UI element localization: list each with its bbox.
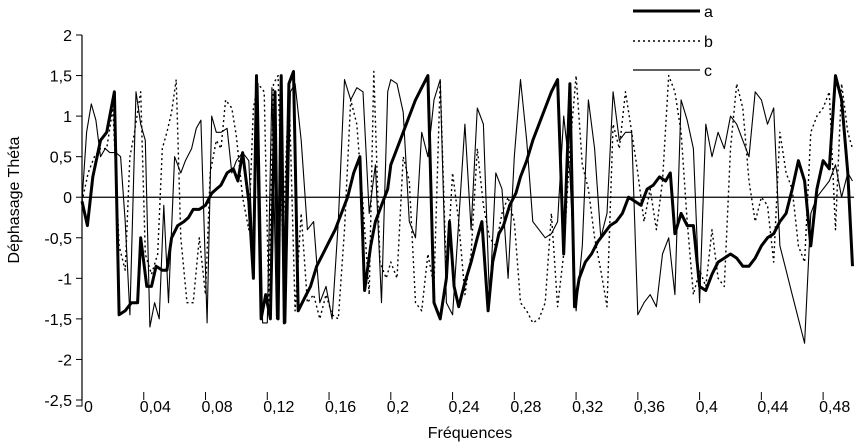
y-tick-label: -1: [58, 271, 72, 288]
x-tick-label: 0,48: [819, 399, 850, 416]
x-tick-label: 0,36: [634, 399, 665, 416]
legend-label-b: b: [704, 34, 713, 51]
legend-label-c: c: [704, 63, 712, 80]
x-tick-label: 0,08: [202, 399, 233, 416]
y-tick-labels: 2 1,5 1 0,5 0 -0,5 -1 -1,5 -2 -2,5: [44, 28, 72, 410]
series-lines: [80, 70, 854, 344]
y-tick-label: -0,5: [44, 231, 72, 248]
x-tick-label: 0,2: [387, 399, 409, 416]
series-line-a: [80, 70, 854, 325]
x-tick-label: 0,04: [140, 399, 171, 416]
y-tick-label: -2,5: [44, 393, 72, 410]
axes: [76, 34, 854, 407]
x-tick-label: 0,12: [263, 399, 294, 416]
y-tick-label: 0: [63, 190, 72, 207]
legend-label-a: a: [704, 4, 713, 21]
x-tick-label: 0,24: [449, 399, 480, 416]
x-tick-label: 0,28: [510, 399, 541, 416]
legend: a b c: [633, 4, 713, 80]
y-tick-label: -2: [58, 352, 72, 369]
x-tick-label: 0,44: [757, 399, 788, 416]
y-tick-label: 1: [63, 109, 72, 126]
y-tick-label: 1,5: [50, 69, 72, 86]
y-tick-label: 2: [63, 28, 72, 45]
x-tick-label: 0,4: [696, 399, 718, 416]
x-tick-label: 0: [84, 399, 93, 416]
y-tick-label: -1,5: [44, 312, 72, 329]
x-tick-labels: 0 0,04 0,08 0,12 0,16 0,2 0,24 0,28 0,32 0,36 0,4 0…: [84, 399, 850, 416]
axis-corner: [76, 400, 83, 407]
x-axis-title: Fréquences: [428, 425, 513, 442]
x-tick-label: 0,32: [572, 399, 603, 416]
x-tick-label: 0,16: [325, 399, 356, 416]
y-tick-label: 0,5: [50, 150, 72, 167]
series-line-c: [81, 79, 853, 344]
y-axis-title: Déphasage Théta: [6, 136, 23, 263]
